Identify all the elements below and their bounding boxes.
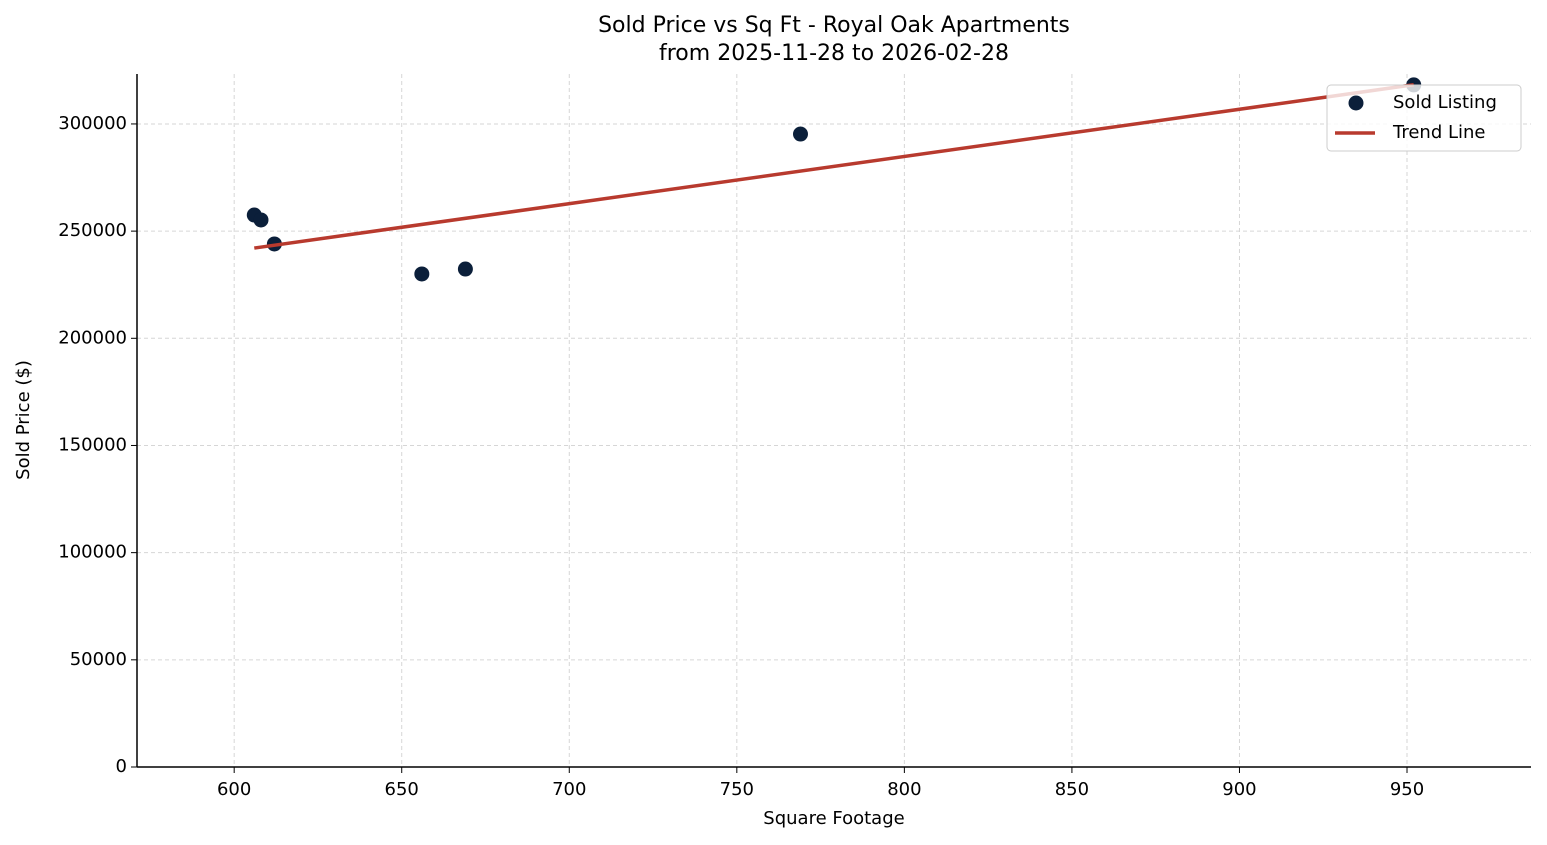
y-tick-label: 200000 [58,327,127,348]
y-tick-label: 250000 [58,220,127,241]
x-tick-label: 700 [552,779,586,800]
x-tick-label: 950 [1390,779,1424,800]
chart-subtitle: from 2025-11-28 to 2026-02-28 [659,41,1009,66]
legend-swatch [1348,95,1364,111]
legend-label: Trend Line [1392,122,1486,143]
x-tick-label: 750 [720,779,754,800]
x-tick-label: 800 [887,779,921,800]
legend-label: Sold Listing [1393,92,1497,113]
y-tick-label: 0 [116,756,127,777]
legend: Sold Listing Trend Line [1326,84,1522,152]
data-point [457,261,473,277]
x-tick-label: 600 [217,779,251,800]
y-tick-label: 300000 [58,113,127,134]
legend-box [1326,84,1522,152]
x-axis-label: Square Footage [763,808,904,829]
chart-title: Sold Price vs Sq Ft - Royal Oak Apartmen… [598,13,1070,38]
y-axis-label: Sold Price ($) [13,360,34,480]
x-tick-label: 650 [385,779,419,800]
y-tick-label: 150000 [58,434,127,455]
data-point [253,212,269,228]
y-tick-label: 100000 [58,542,127,563]
trend-line [254,82,1414,250]
data-point [414,266,430,282]
x-tick-label: 900 [1222,779,1256,800]
data-point [792,126,808,142]
x-tick-label: 850 [1055,779,1089,800]
y-tick-label: 50000 [70,649,127,670]
